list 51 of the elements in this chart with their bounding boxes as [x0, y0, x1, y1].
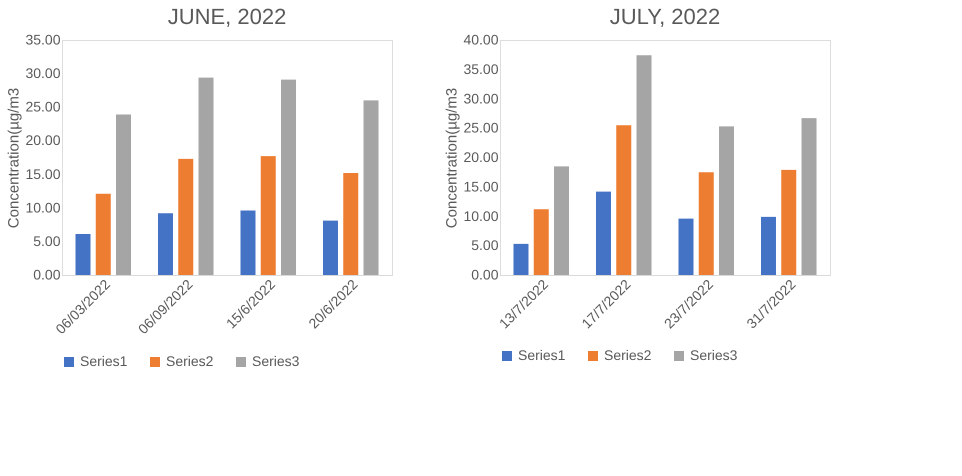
bar [636, 55, 652, 275]
legend-label: Series3 [252, 353, 300, 369]
y-tick-label: 15.00 [25, 166, 61, 182]
bar [116, 114, 132, 275]
legend-label: Series2 [166, 353, 214, 369]
y-tick-label: 40.00 [463, 32, 499, 48]
bar [281, 80, 296, 275]
bar [513, 244, 528, 275]
bar [260, 156, 276, 275]
bar [158, 213, 173, 275]
bar [534, 209, 549, 275]
y-tick-label: 0.00 [471, 266, 499, 282]
legend-label: Series1 [518, 347, 566, 363]
bar [781, 170, 796, 275]
bar [96, 194, 111, 275]
y-tick-label: 35.00 [25, 32, 61, 48]
y-tick-label: 20.00 [463, 149, 499, 165]
y-tick-label: 30.00 [463, 90, 499, 106]
y-tick-label: 30.00 [25, 65, 61, 82]
bar [698, 172, 714, 275]
legend-label: Series1 [80, 353, 128, 369]
y-tick-label: 0.00 [33, 266, 61, 282]
bar [596, 192, 611, 275]
y-tick-label: 5.00 [33, 232, 61, 249]
y-tick-label: 25.00 [25, 98, 61, 115]
y-tick-label: 10.00 [25, 199, 61, 216]
bar [178, 158, 194, 275]
y-tick-label: 5.00 [471, 237, 499, 254]
bar [343, 172, 358, 275]
legend-label: Series3 [690, 347, 738, 363]
y-axis-title: Concentration(µg/m3 [5, 88, 22, 228]
y-tick-label: 35.00 [463, 60, 499, 77]
y-tick-label: 10.00 [463, 208, 499, 224]
y-axis-title: Concentration(µg/m3 [443, 88, 460, 228]
bar [802, 118, 817, 275]
chart-title: JULY, 2022 [610, 4, 720, 29]
y-tick-label: 25.00 [463, 120, 499, 136]
bar [616, 125, 632, 275]
bar [198, 78, 214, 275]
bar [322, 220, 338, 275]
bar [554, 166, 570, 275]
chart-title: JUNE, 2022 [168, 4, 286, 29]
bar [678, 218, 694, 275]
y-tick-label: 15.00 [463, 178, 499, 194]
y-tick-label: 20.00 [25, 132, 61, 148]
bar [719, 126, 734, 275]
bar [760, 216, 776, 275]
bar [240, 210, 256, 275]
bar [364, 100, 379, 275]
legend-label: Series2 [604, 347, 652, 363]
bar [75, 234, 90, 275]
